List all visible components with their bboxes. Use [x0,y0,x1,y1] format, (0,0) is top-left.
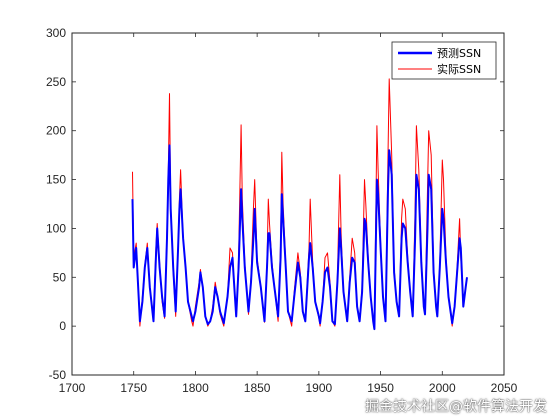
axis-ticks: 1700 1750 1800 1850 1900 1950 2000 2050 -50 0 50 10… [46,26,518,395]
x-tick-label: 1750 [120,381,147,395]
x-tick-label: 1850 [244,381,271,395]
legend-box [391,41,497,80]
y-tick-label: 200 [46,124,66,138]
x-tick-label: 1900 [306,381,333,395]
y-tick-label: 100 [46,221,66,235]
x-tick-label: 2000 [429,381,456,395]
x-tick-label: 2050 [491,381,518,395]
series-layer [131,78,468,331]
legend-label-predicted: 预测SSN [437,47,481,60]
watermark: 掘金技术社区@软件算法开发 [365,399,547,415]
y-tick-label: 300 [46,26,66,40]
y-tick-label: 0 [59,319,66,333]
y-tick-label: -50 [49,368,67,382]
series-line-predicted [131,144,468,331]
y-tick-label: 250 [46,75,66,89]
x-tick-label: 1700 [59,381,86,395]
legend-label-actual: 实际SSN [437,62,481,76]
x-tick-label: 1800 [182,381,209,395]
legend: 预测SSN 实际SSN [391,41,497,80]
y-tick-label: 50 [53,270,67,284]
y-tick-label: 150 [46,173,66,187]
plot-area [71,32,505,376]
x-tick-label: 1950 [367,381,394,395]
